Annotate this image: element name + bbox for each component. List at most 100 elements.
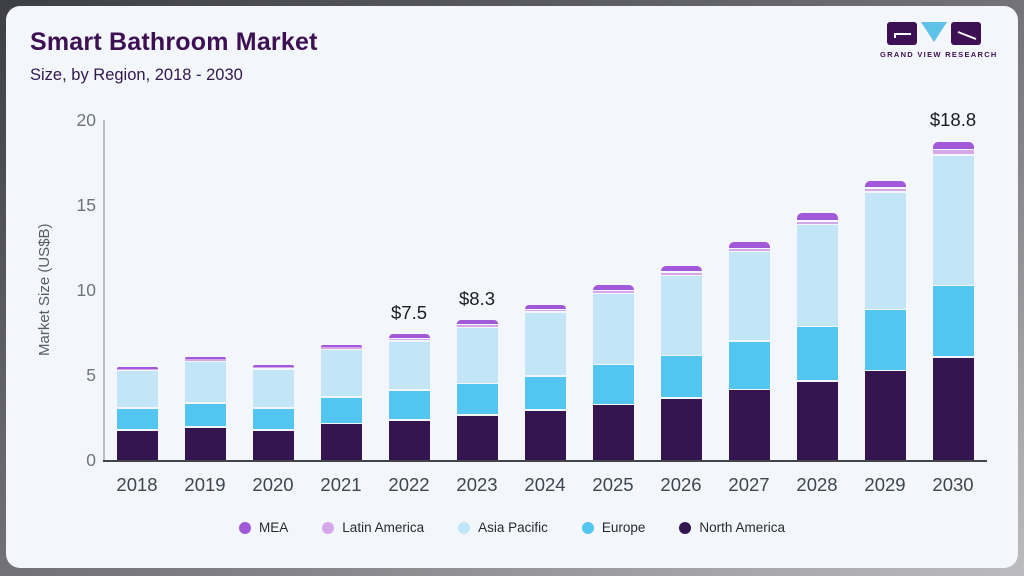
bar-segment-north-america bbox=[116, 430, 158, 460]
bar-segment-asia-pacific bbox=[728, 252, 770, 341]
x-tick-label-2026: 2026 bbox=[660, 474, 702, 495]
stacked-bar-2021 bbox=[320, 120, 362, 460]
bar-segment-europe bbox=[796, 327, 838, 381]
bar-segment-latin-america bbox=[388, 338, 430, 341]
logo-wordmark: GRAND VIEW RESEARCH bbox=[880, 50, 998, 59]
legend-label: Latin America bbox=[342, 520, 425, 535]
logo-glyphs bbox=[880, 22, 988, 46]
y-axis-ticks: 0 5 10 15 20 bbox=[46, 110, 96, 470]
chart-header: Smart Bathroom Market Size, by Region, 2… bbox=[30, 28, 318, 85]
bar-segment-asia-pacific bbox=[864, 192, 906, 309]
legend-label: Asia Pacific bbox=[478, 520, 548, 535]
bar-segment-mea bbox=[660, 266, 702, 272]
bar-segment-mea bbox=[320, 345, 362, 347]
bar-column-2030: $18.8 bbox=[919, 109, 987, 460]
stacked-bar-2024 bbox=[524, 120, 566, 460]
bar-segment-latin-america bbox=[932, 150, 974, 154]
x-tick-label-2027: 2027 bbox=[728, 474, 770, 495]
bar-segment-mea bbox=[592, 284, 634, 290]
stacked-bar-2029 bbox=[864, 120, 906, 460]
bar-segment-asia-pacific bbox=[388, 341, 430, 390]
infographic-card: Smart Bathroom Market Size, by Region, 2… bbox=[6, 6, 1018, 568]
bar-segment-asia-pacific bbox=[184, 362, 226, 403]
bar-value-label: $7.5 bbox=[390, 301, 428, 323]
bar-segment-europe bbox=[864, 310, 906, 370]
bar-segment-north-america bbox=[660, 398, 702, 460]
bar-segment-europe bbox=[660, 356, 702, 398]
x-tick-label-2023: 2023 bbox=[456, 474, 498, 495]
x-tick-label-2019: 2019 bbox=[184, 474, 226, 495]
legend-dot-icon bbox=[679, 521, 692, 534]
bar-segment-latin-america bbox=[456, 325, 498, 327]
bar-segment-latin-america bbox=[592, 291, 634, 293]
bar-column-2028 bbox=[783, 120, 851, 460]
bars-container: $7.5 $8.3 $18.8 bbox=[103, 109, 987, 460]
logo-r-icon bbox=[957, 31, 977, 40]
bar-segment-asia-pacific bbox=[796, 225, 838, 326]
bar-segment-asia-pacific bbox=[456, 328, 498, 383]
logo-g-block bbox=[887, 22, 917, 45]
bar-segment-mea bbox=[184, 357, 226, 359]
bar-segment-north-america bbox=[728, 390, 770, 460]
bar-segment-asia-pacific bbox=[320, 350, 362, 397]
bar-segment-mea bbox=[864, 181, 906, 188]
bar-column-2020 bbox=[239, 120, 307, 460]
plot-area bbox=[103, 120, 987, 462]
bar-segment-north-america bbox=[864, 371, 906, 460]
page-title: Smart Bathroom Market bbox=[30, 28, 318, 56]
x-axis-labels: 2018 2019 2020 2021 2022 2023 2024 2025 2026 2027… bbox=[103, 474, 987, 498]
bar-column-2027 bbox=[715, 120, 783, 460]
logo-r-block bbox=[951, 22, 981, 45]
bar-value-label: $8.3 bbox=[458, 287, 496, 309]
logo-g-icon bbox=[894, 33, 911, 38]
bar-segment-latin-america bbox=[728, 249, 770, 251]
stacked-bar-2020 bbox=[252, 120, 294, 460]
stacked-bar-2026 bbox=[660, 120, 702, 460]
legend-label: Europe bbox=[601, 520, 646, 535]
chart-legend: MEA Latin America Asia Pacific Europe North … bbox=[6, 520, 1018, 535]
grand-view-research-logo: GRAND VIEW RESEARCH bbox=[880, 22, 998, 59]
bar-column-2026 bbox=[647, 120, 715, 460]
stacked-bar-2030: $18.8 bbox=[930, 109, 976, 460]
bar-column-2021 bbox=[307, 120, 375, 460]
bar-segment-europe bbox=[456, 384, 498, 415]
bar-segment-mea bbox=[932, 141, 974, 149]
stacked-bar-2023: $8.3 bbox=[456, 120, 498, 460]
stacked-bar-2028 bbox=[796, 120, 838, 460]
bar-segment-mea bbox=[388, 334, 430, 338]
legend-dot-icon bbox=[322, 521, 335, 534]
legend-dot-icon bbox=[581, 521, 594, 534]
bar-segment-north-america bbox=[592, 405, 634, 460]
bar-segment-mea bbox=[728, 242, 770, 248]
stacked-bar-2025 bbox=[592, 120, 634, 460]
bar-segment-europe bbox=[932, 286, 974, 357]
bar-segment-mea bbox=[456, 320, 498, 324]
bar-segment-latin-america bbox=[320, 347, 362, 349]
x-tick-label-2028: 2028 bbox=[796, 474, 838, 495]
page-subtitle: Size, by Region, 2018 - 2030 bbox=[30, 66, 243, 84]
legend-item-latin-america: Latin America bbox=[322, 520, 424, 535]
stacked-bar-2027 bbox=[728, 120, 770, 460]
y-tick-label: 20 bbox=[76, 110, 96, 130]
bar-segment-europe bbox=[252, 408, 294, 430]
y-tick-label: 0 bbox=[86, 450, 96, 470]
y-tick-label: 10 bbox=[76, 280, 96, 300]
y-tick-label: 5 bbox=[86, 365, 96, 385]
bar-segment-north-america bbox=[320, 424, 362, 460]
bar-segment-north-america bbox=[252, 430, 294, 460]
legend-dot-icon bbox=[239, 521, 252, 534]
bar-segment-asia-pacific bbox=[592, 294, 634, 364]
bar-segment-asia-pacific bbox=[660, 276, 702, 355]
legend-label: North America bbox=[699, 520, 785, 535]
bar-segment-north-america bbox=[184, 427, 226, 460]
x-tick-label-2021: 2021 bbox=[320, 474, 362, 495]
legend-item-asia-pacific: Asia Pacific bbox=[458, 520, 548, 535]
bar-segment-asia-pacific bbox=[932, 155, 974, 285]
bar-segment-asia-pacific bbox=[116, 371, 158, 408]
bar-segment-latin-america bbox=[252, 366, 294, 369]
bar-column-2023: $8.3 bbox=[443, 120, 511, 460]
bar-segment-latin-america bbox=[184, 359, 226, 361]
bar-segment-north-america bbox=[796, 381, 838, 460]
bar-column-2018 bbox=[103, 120, 171, 460]
